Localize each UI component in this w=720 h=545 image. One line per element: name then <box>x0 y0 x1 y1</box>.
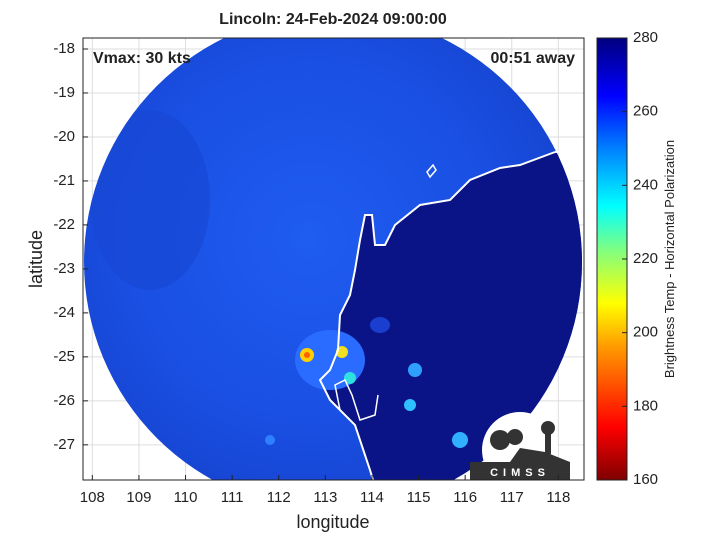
logo: CIMSS <box>470 412 570 480</box>
y-tick-label: -26 <box>53 392 75 409</box>
y-tick-label: -24 <box>53 304 75 321</box>
x-tick-label: 110 <box>174 489 198 506</box>
colorbar-tick-label: 240 <box>633 176 658 193</box>
y-tick-label: -22 <box>53 216 75 233</box>
colorbar-label: Brightness Temp - Horizontal Polarizatio… <box>662 140 677 378</box>
x-tick-label: 114 <box>360 489 384 506</box>
x-tick-label: 109 <box>126 489 151 506</box>
x-tick-label: 116 <box>453 489 477 506</box>
colorbar-tick-label: 200 <box>633 324 658 341</box>
x-tick-label: 112 <box>267 489 291 506</box>
x-tick-label: 111 <box>221 489 244 506</box>
x-tick-label: 117 <box>500 489 524 506</box>
y-tick-label: -25 <box>53 348 75 365</box>
title: Lincoln: 24-Feb-2024 09:00:00 <box>219 11 447 28</box>
x-axis-label: longitude <box>296 512 369 532</box>
y-tick-label: -20 <box>53 128 75 145</box>
y-tick-label: -21 <box>53 172 75 189</box>
radar-image: CIMSS <box>84 38 582 480</box>
y-axis-label: latitude <box>26 230 46 288</box>
ticks: 108 109 110 111 112 113 114 115 116 117 118 -18 -19 -… <box>53 29 658 506</box>
colorbar-tick-label: 180 <box>633 397 658 414</box>
x-tick-label: 118 <box>546 489 570 506</box>
time-away-label: 00:51 away <box>490 50 575 67</box>
colorbar-tick-label: 220 <box>633 250 658 267</box>
vmax-label: Vmax: 30 kts <box>93 50 191 67</box>
colorbar-tick-label: 160 <box>633 471 658 488</box>
colorbar-tick-label: 260 <box>633 103 658 120</box>
y-tick-label: -23 <box>53 260 75 277</box>
y-tick-label: -18 <box>53 40 75 57</box>
y-tick-label: -19 <box>53 84 75 101</box>
y-tick-label: -27 <box>53 436 75 453</box>
x-tick-label: 108 <box>80 489 105 506</box>
x-tick-label: 113 <box>313 489 337 506</box>
logo-text: CIMSS <box>490 467 550 479</box>
plot-frame <box>82 37 585 481</box>
colorbar-tick-label: 280 <box>633 29 658 46</box>
x-tick-label: 115 <box>407 489 431 506</box>
